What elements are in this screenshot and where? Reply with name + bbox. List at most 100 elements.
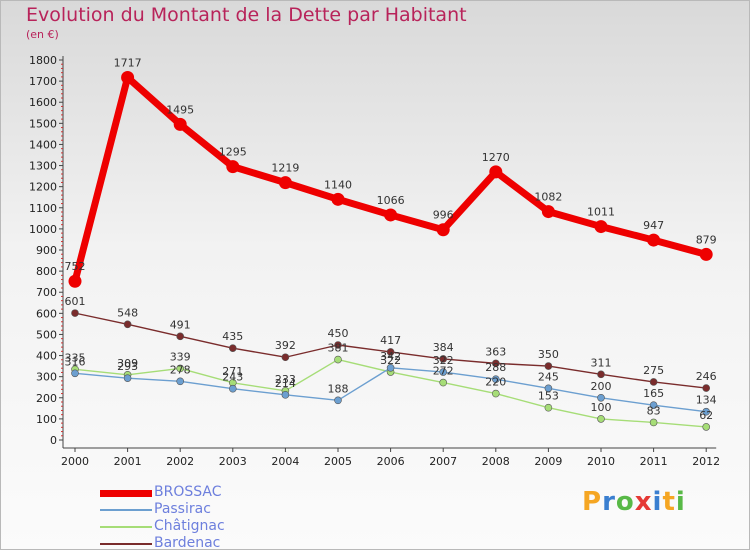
data-label: 384: [433, 341, 454, 354]
data-point: [71, 309, 79, 317]
data-label: 278: [170, 363, 191, 376]
data-label: 947: [643, 219, 664, 232]
data-label: 246: [696, 370, 717, 383]
data-label: 322: [433, 354, 454, 367]
data-label: 381: [328, 342, 349, 355]
x-tick-label: 2008: [482, 455, 510, 468]
data-label: 752: [65, 260, 86, 273]
data-point: [649, 401, 658, 409]
logo-letter: P: [582, 487, 603, 517]
data-label: 1011: [587, 206, 615, 219]
data-label: 417: [380, 334, 401, 347]
data-point: [281, 353, 290, 362]
data-label: 100: [591, 401, 612, 414]
data-label: 220: [485, 376, 506, 389]
data-label: 293: [117, 360, 138, 373]
data-label: 316: [65, 355, 86, 368]
y-tick-label: 900: [36, 244, 57, 257]
x-tick-label: 2006: [377, 455, 405, 468]
data-point: [647, 233, 661, 247]
data-point: [68, 274, 82, 288]
data-label: 62: [699, 409, 713, 422]
data-point: [281, 391, 290, 399]
data-point: [544, 403, 553, 412]
data-label: 233: [275, 373, 296, 386]
logo-letter: i: [652, 487, 663, 517]
data-point: [439, 378, 448, 387]
data-point: [699, 247, 713, 261]
legend-label: Châtignac: [154, 518, 225, 534]
x-tick-label: 2007: [429, 455, 457, 468]
data-label: 339: [170, 350, 191, 363]
data-label: 200: [591, 380, 612, 393]
proxiti-logo: Proxiti: [582, 487, 686, 517]
data-label: 309: [117, 357, 138, 370]
y-tick-label: 1600: [29, 96, 57, 109]
y-tick-label: 1000: [29, 223, 57, 236]
y-tick-label: 300: [36, 371, 57, 384]
y-tick-label: 1200: [29, 181, 57, 194]
y-tick-label: 500: [36, 328, 57, 341]
data-point: [121, 71, 135, 85]
data-label: 335: [65, 351, 86, 364]
data-point: [229, 384, 237, 393]
x-tick-label: 2010: [587, 455, 615, 468]
data-point: [597, 415, 605, 423]
data-label: 1495: [166, 103, 194, 116]
data-label: 1219: [271, 162, 299, 175]
y-tick-label: 1100: [29, 202, 57, 215]
data-label: 134: [696, 394, 717, 407]
data-label: 342: [380, 350, 401, 363]
y-tick-label: 1400: [29, 138, 57, 151]
x-tick-label: 2005: [324, 455, 352, 468]
data-label: 450: [328, 327, 349, 340]
y-tick-label: 200: [36, 392, 57, 405]
chart-subtitle: (en €): [26, 28, 59, 41]
data-point: [702, 407, 711, 416]
logo-letter: o: [615, 487, 635, 517]
legend-swatch: [100, 526, 152, 528]
data-point: [544, 362, 553, 370]
data-point: [489, 165, 503, 179]
data-label: 1066: [377, 194, 405, 207]
legend-swatch: [100, 490, 152, 497]
data-label: 363: [485, 345, 506, 358]
y-tick-label: 1800: [29, 54, 57, 67]
data-point: [176, 364, 184, 373]
data-label: 1270: [482, 151, 510, 164]
data-point: [334, 341, 342, 349]
y-tick-label: 1500: [29, 117, 57, 130]
data-label: 601: [65, 295, 86, 308]
y-tick-label: 0: [50, 434, 57, 447]
data-label: 275: [643, 364, 664, 377]
x-tick-label: 2003: [219, 455, 247, 468]
data-point: [331, 192, 345, 206]
y-tick-label: 1700: [29, 75, 57, 88]
data-point: [597, 370, 605, 379]
y-tick-label: 800: [36, 265, 57, 278]
data-point: [491, 375, 500, 384]
y-tick-label: 600: [36, 307, 57, 320]
x-tick-label: 2004: [271, 455, 299, 468]
data-point: [597, 393, 605, 402]
data-point: [123, 320, 132, 329]
y-tick-label: 400: [36, 350, 57, 363]
data-label: 1717: [114, 57, 142, 70]
x-tick-label: 2012: [692, 455, 720, 468]
data-label: 243: [222, 371, 243, 384]
chart-title: Evolution du Montant de la Dette par Hab…: [26, 4, 467, 26]
legend-label: BROSSAC: [154, 484, 222, 500]
legend-swatch: [100, 543, 152, 545]
logo-letter: r: [602, 487, 616, 517]
data-label: 165: [643, 387, 664, 400]
data-point: [491, 389, 500, 398]
data-point: [71, 369, 79, 378]
data-point: [386, 348, 395, 356]
logo-letter: t: [662, 487, 676, 517]
legend-label: Passirac: [154, 501, 211, 517]
y-tick-label: 700: [36, 286, 57, 299]
data-point: [386, 363, 395, 372]
logo-letter: i: [675, 487, 686, 517]
data-point: [226, 160, 240, 174]
